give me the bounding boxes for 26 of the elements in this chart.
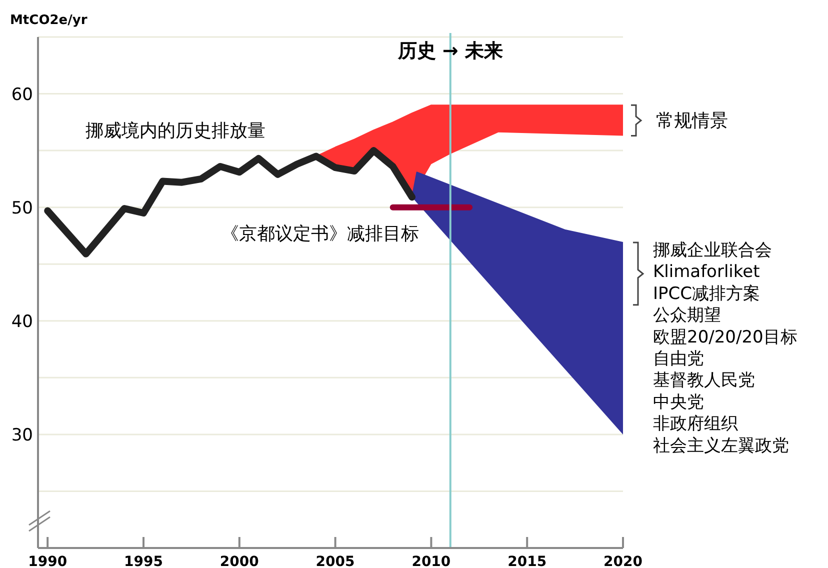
x-tick-label: 2015 [508,554,547,568]
y-tick-label: 40 [11,312,33,332]
text: 欧盟20/20/20目标 [653,327,798,348]
text: 公众期望 [653,306,721,326]
series-label: 常规情景 [656,110,728,132]
x-tick-label: 1995 [124,554,163,568]
text: 自由党 [653,349,704,370]
text: IPCC减排方案 [653,284,760,304]
y-tick-label: 60 [11,84,33,105]
x-tick-label: 1990 [28,554,68,568]
text: Klimaforliket [653,262,760,282]
text: 挪威企业联合会 [653,240,772,261]
y-axis-title: MtCO2e/yr [10,13,88,28]
x-tick-label: 2020 [604,554,643,568]
text: 社会主义左翼政党 [653,436,789,456]
text: 基督教人民党 [653,370,755,391]
text: 中央党 [653,392,704,412]
x-tick-label: 2005 [316,554,355,568]
x-tick-label: 2010 [412,554,451,568]
y-tick-label: 50 [11,198,33,218]
ref-line-label: 历史 → 未来 [396,40,503,62]
series-label: 挪威境内的历史排放量 [86,120,266,142]
text: 非政府组织 [653,414,738,434]
y-tick-label: 30 [11,425,33,446]
series-label: 《京都议定书》减排目标 [220,223,419,244]
x-tick-label: 2000 [220,554,260,568]
